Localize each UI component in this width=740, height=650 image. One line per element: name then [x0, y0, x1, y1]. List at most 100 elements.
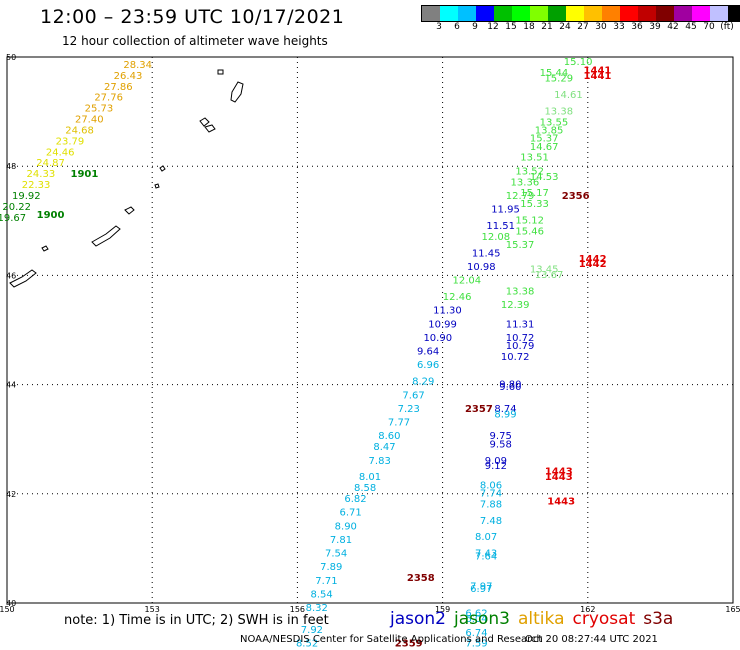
- wave-height-label: 7.54: [325, 549, 347, 560]
- wave-height-label: 6.97: [470, 584, 492, 595]
- wave-height-label: 15.37: [506, 240, 535, 251]
- satellite-name: altika: [518, 609, 565, 629]
- wave-height-label: 7.88: [480, 499, 502, 510]
- wave-height-label: 12.08: [482, 232, 511, 243]
- wave-height-label: 12.04: [452, 276, 481, 287]
- wave-height-label: 15.12: [515, 216, 544, 227]
- legend-swatch: [530, 6, 548, 21]
- legend-swatch: [584, 6, 602, 21]
- wave-height-label: 7.48: [480, 516, 502, 527]
- wave-height-label: 6.96: [417, 360, 439, 371]
- wave-height-label: 12.39: [501, 300, 530, 311]
- satellite-name: jason3: [454, 609, 510, 629]
- wave-height-label: 7.59: [465, 639, 487, 650]
- latitude-tick-label: 50: [6, 53, 16, 62]
- wave-height-label: 6.74: [465, 628, 487, 639]
- wave-height-label: 9.12: [485, 461, 507, 472]
- wave-height-label: 1442: [579, 259, 607, 270]
- legend-label: 27: [577, 22, 589, 32]
- wave-height-label: 8.06: [480, 480, 502, 491]
- longitude-tick-label: 165: [725, 605, 740, 614]
- island-coastline: [199, 117, 210, 127]
- wave-height-label: 8.52: [296, 639, 318, 650]
- wave-height-label: 6.62: [465, 609, 487, 620]
- wave-height-label: 15.46: [515, 226, 544, 237]
- wave-height-label: 6.82: [344, 494, 366, 505]
- wave-height-label: 7.89: [320, 562, 342, 573]
- wave-height-label: 8.32: [306, 603, 328, 614]
- wave-height-label: 9.80: [499, 379, 521, 390]
- legend-label: 6: [454, 22, 460, 32]
- longitude-tick-label: 156: [290, 605, 305, 614]
- map-title: 12:00 – 23:59 UTC 10/17/2021: [40, 6, 345, 28]
- wave-height-label: 27.76: [94, 93, 123, 104]
- legend-label: 21: [541, 22, 553, 32]
- wave-height-label: 19.92: [12, 191, 41, 202]
- legend-label: 3: [436, 22, 442, 32]
- legend-label: 9: [472, 22, 478, 32]
- legend-swatch: [638, 6, 656, 21]
- legend-label: 42: [667, 22, 679, 32]
- wave-height-label: 11.95: [491, 205, 520, 216]
- wave-height-label: 15.10: [564, 57, 593, 68]
- wave-height-label: 27.40: [75, 115, 104, 126]
- wave-height-label: 13.55: [540, 117, 569, 128]
- wave-height-label: 7.71: [315, 576, 337, 587]
- legend-swatch: [440, 6, 458, 21]
- satellite-name: cryosat: [572, 609, 636, 629]
- wave-height-label: 15.44: [540, 68, 569, 79]
- legend-swatch: [458, 6, 476, 21]
- map-frame: [6, 56, 734, 604]
- wave-height-label: 1442: [579, 254, 607, 265]
- wave-height-label: 1900: [37, 210, 65, 221]
- island-coastline: [41, 245, 49, 252]
- wave-height-label: 24.87: [36, 158, 65, 169]
- wave-height-label: 13.38: [506, 287, 535, 298]
- wave-height-label: 15.37: [530, 134, 559, 145]
- legend-label: 24: [559, 22, 571, 32]
- wave-height-label: 14.67: [530, 142, 559, 153]
- longitude-tick-label: 159: [435, 605, 450, 614]
- wave-height-label: 15.33: [520, 199, 549, 210]
- wave-height-label: 6.04: [465, 614, 487, 625]
- latitude-tick-label: 46: [6, 271, 16, 280]
- wave-height-label: 24.68: [65, 125, 94, 136]
- wave-height-label: 13.85: [535, 125, 564, 136]
- wave-height-label: 1443: [545, 467, 573, 478]
- legend-swatch: [728, 6, 740, 21]
- wave-height-label: 28.34: [123, 60, 152, 71]
- wave-height-label: 10.98: [467, 262, 496, 273]
- wave-height-label: 13.36: [511, 177, 540, 188]
- wave-height-label: 8.07: [475, 532, 497, 543]
- legend-swatch: [566, 6, 584, 21]
- wave-height-label: 10.72: [506, 333, 535, 344]
- longitude-tick-label: 150: [0, 605, 15, 614]
- wave-height-label: 19.67: [0, 213, 26, 224]
- map-subtitle: 12 hour collection of altimeter wave hei…: [62, 34, 328, 48]
- wave-height-label: 1443: [547, 497, 575, 508]
- wave-height-label: 15.17: [520, 188, 549, 199]
- latitude-tick-label: 42: [6, 490, 16, 499]
- wave-height-label: 13.51: [520, 153, 549, 164]
- legend-swatch: [476, 6, 494, 21]
- island-coastline: [124, 206, 135, 215]
- legend-swatch: [494, 6, 512, 21]
- wave-height-label: 10.90: [423, 333, 452, 344]
- legend-label: 70: [703, 22, 715, 32]
- legend-label: 18: [523, 22, 535, 32]
- wave-height-label: 9.64: [417, 347, 439, 358]
- footer-note: note: 1) Time is in UTC; 2) SWH is in fe…: [64, 613, 329, 628]
- wave-height-label: 6.71: [340, 508, 362, 519]
- legend-label: 39: [649, 22, 661, 32]
- island-coastline: [154, 183, 160, 189]
- generation-timestamp: Oct 20 08:27:44 UTC 2021: [525, 634, 658, 645]
- wave-height-label: 12.79: [506, 191, 535, 202]
- wave-height-label: 7.23: [398, 404, 420, 415]
- island-coastline: [204, 124, 216, 133]
- wave-height-label: 2359: [395, 639, 423, 650]
- wave-height-label: 2358: [407, 573, 435, 584]
- wave-height-label: 15.29: [544, 74, 573, 85]
- wave-height-label: 8.74: [494, 404, 516, 415]
- wave-height-label: 8.90: [335, 521, 357, 532]
- wave-height-label: 1901: [71, 169, 99, 180]
